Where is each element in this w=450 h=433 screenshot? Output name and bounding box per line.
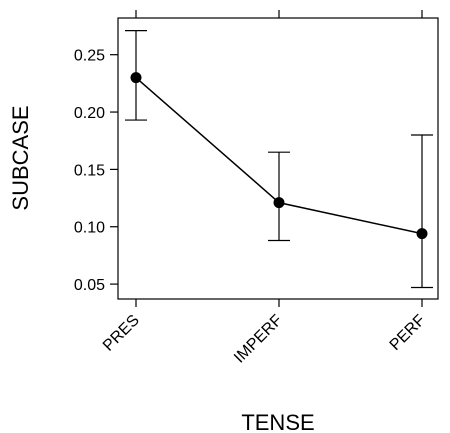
plot-frame	[117, 17, 439, 300]
y-axis: 0.05 0.10 0.15 0.20 0.25	[74, 48, 118, 294]
data-point	[416, 228, 428, 240]
x-axis-title: TENSE	[241, 410, 314, 433]
x-tick-label: IMPERF	[231, 312, 286, 367]
data-point	[273, 197, 285, 209]
y-tick-label: 0.20	[74, 105, 105, 122]
y-tick-label: 0.15	[74, 162, 105, 179]
y-tick-label: 0.05	[74, 277, 105, 294]
data-point	[130, 72, 142, 84]
x-axis: PRES IMPERF PERF	[100, 10, 429, 367]
y-tick-label: 0.10	[74, 220, 105, 237]
data-series	[125, 30, 433, 289]
x-tick-label: PRES	[100, 312, 143, 355]
y-tick-label: 0.25	[74, 48, 105, 65]
x-tick-label: PERF	[387, 312, 429, 354]
y-axis-title: SUBCASE	[8, 105, 33, 210]
